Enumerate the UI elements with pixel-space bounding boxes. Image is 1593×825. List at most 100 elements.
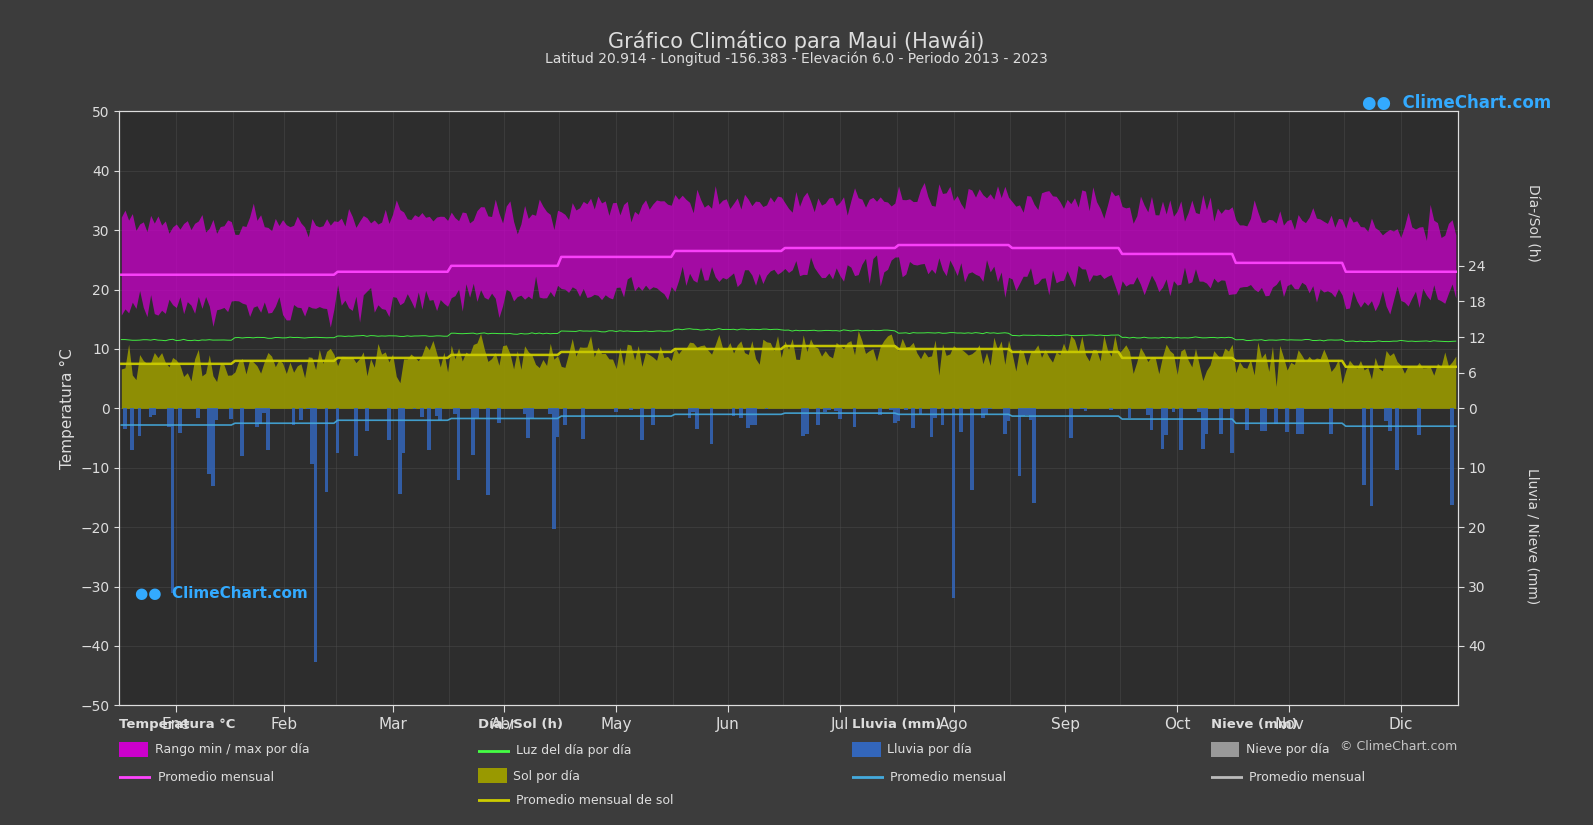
- Bar: [753, 408, 757, 425]
- Bar: [1362, 408, 1365, 484]
- Bar: [497, 408, 500, 423]
- Bar: [1201, 408, 1204, 450]
- Bar: [148, 408, 153, 417]
- Bar: [178, 408, 182, 433]
- Bar: [930, 408, 933, 437]
- Bar: [827, 408, 830, 409]
- Bar: [170, 408, 175, 593]
- Bar: [816, 408, 820, 425]
- Text: Latitud 20.914 - Longitud -156.383 - Elevación 6.0 - Periodo 2013 - 2023: Latitud 20.914 - Longitud -156.383 - Ele…: [545, 51, 1048, 66]
- Bar: [1418, 408, 1421, 435]
- Bar: [266, 408, 269, 450]
- Bar: [1260, 408, 1263, 431]
- Bar: [695, 408, 699, 429]
- Bar: [1274, 408, 1278, 423]
- Text: Día-/Sol (h): Día-/Sol (h): [478, 718, 562, 731]
- Bar: [629, 408, 632, 410]
- Bar: [941, 408, 945, 425]
- Bar: [365, 408, 368, 431]
- Bar: [354, 408, 358, 455]
- Bar: [438, 408, 443, 420]
- Bar: [435, 408, 438, 416]
- Bar: [1083, 408, 1088, 411]
- Bar: [731, 408, 736, 416]
- Bar: [401, 408, 406, 453]
- Bar: [1286, 408, 1289, 431]
- Bar: [897, 408, 900, 421]
- Bar: [457, 408, 460, 480]
- Bar: [640, 408, 644, 440]
- Bar: [167, 408, 170, 427]
- Bar: [1029, 408, 1032, 420]
- Y-axis label: Temperatura °C: Temperatura °C: [61, 348, 75, 469]
- Bar: [452, 408, 457, 414]
- Bar: [1018, 408, 1021, 476]
- Bar: [1007, 408, 1010, 422]
- Bar: [421, 408, 424, 417]
- Bar: [801, 408, 804, 436]
- Bar: [486, 408, 489, 495]
- Bar: [241, 408, 244, 455]
- Text: Sol por día: Sol por día: [513, 770, 580, 783]
- Bar: [878, 408, 883, 415]
- Bar: [207, 408, 212, 474]
- Bar: [314, 408, 317, 662]
- Bar: [427, 408, 432, 450]
- Text: Nieve (mm): Nieve (mm): [1211, 718, 1297, 731]
- Bar: [325, 408, 328, 492]
- Bar: [1388, 408, 1392, 431]
- Bar: [750, 408, 753, 425]
- Bar: [951, 408, 956, 598]
- Bar: [215, 408, 218, 420]
- Text: © ClimeChart.com: © ClimeChart.com: [1340, 740, 1458, 753]
- Bar: [1219, 408, 1223, 434]
- Text: Nieve por día: Nieve por día: [1246, 743, 1329, 757]
- Bar: [959, 408, 962, 432]
- Text: Rango min / max por día: Rango min / max por día: [155, 743, 309, 757]
- Bar: [581, 408, 585, 440]
- Bar: [196, 408, 201, 417]
- Text: Lluvia por día: Lluvia por día: [887, 743, 972, 757]
- Bar: [1263, 408, 1266, 431]
- Bar: [139, 408, 142, 436]
- Bar: [835, 408, 838, 412]
- Bar: [472, 408, 475, 455]
- Text: Promedio mensual: Promedio mensual: [890, 771, 1007, 784]
- Bar: [824, 408, 827, 412]
- Text: Promedio mensual de sol: Promedio mensual de sol: [516, 794, 674, 807]
- Bar: [933, 408, 937, 418]
- Text: ●●  ClimeChart.com: ●● ClimeChart.com: [135, 587, 307, 601]
- Bar: [903, 408, 908, 410]
- Text: Promedio mensual: Promedio mensual: [1249, 771, 1365, 784]
- Bar: [255, 408, 258, 427]
- Bar: [1395, 408, 1399, 470]
- Bar: [688, 408, 691, 418]
- Bar: [523, 408, 526, 414]
- Bar: [1297, 408, 1300, 434]
- Text: Promedio mensual: Promedio mensual: [158, 771, 274, 784]
- Bar: [981, 408, 984, 418]
- Bar: [919, 408, 922, 414]
- Bar: [747, 408, 750, 428]
- Bar: [398, 408, 401, 494]
- Bar: [615, 408, 618, 412]
- Bar: [1171, 408, 1176, 412]
- Bar: [553, 408, 556, 530]
- Bar: [1004, 408, 1007, 434]
- Bar: [970, 408, 973, 490]
- Bar: [894, 408, 897, 423]
- Bar: [838, 408, 841, 419]
- Bar: [1161, 408, 1164, 450]
- Bar: [258, 408, 263, 423]
- Bar: [889, 408, 894, 410]
- Bar: [1230, 408, 1235, 453]
- Bar: [212, 408, 215, 486]
- Bar: [336, 408, 339, 453]
- Bar: [311, 408, 314, 464]
- Bar: [1164, 408, 1168, 435]
- Bar: [691, 408, 695, 412]
- Bar: [1145, 408, 1150, 415]
- Bar: [562, 408, 567, 425]
- Bar: [765, 408, 768, 409]
- Text: Gráfico Climático para Maui (Hawái): Gráfico Climático para Maui (Hawái): [609, 31, 984, 52]
